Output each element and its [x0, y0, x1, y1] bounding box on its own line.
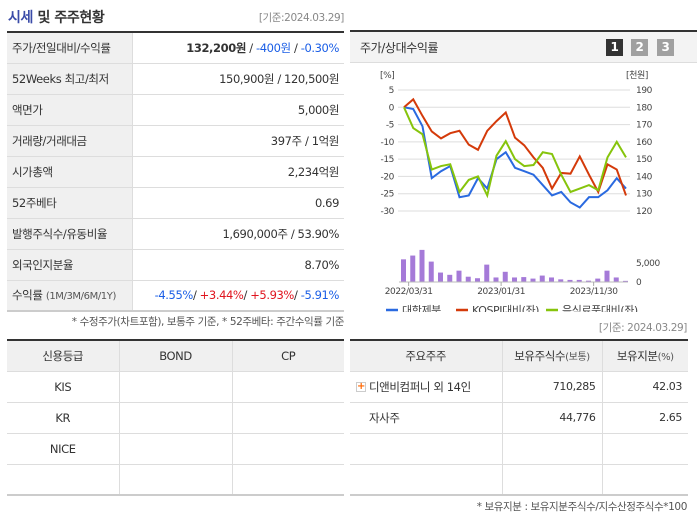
- table-row: [350, 433, 688, 465]
- chart-page-1-button[interactable]: 1: [606, 39, 623, 56]
- volume-bar: [465, 276, 471, 282]
- table-row: 수익률 (1M/3M/6M/1Y) -4.55%/ +3.44%/ +5.93%/…: [7, 280, 344, 312]
- volume-bar: [512, 277, 517, 282]
- chart-page-3-button[interactable]: 3: [657, 39, 674, 56]
- relative-return-chart: [%] [천원] 5 0 -5 -10 -15 -20 -25 -30 190 180 170 160 15…: [380, 70, 661, 312]
- volume-bar: [475, 278, 480, 282]
- major-shareholders-table: 주요주주 보유주식수(보통) 보유지분(%) + 디앤비컴퍼니 외 14인 710,28…: [350, 339, 688, 496]
- x-tick-label: 2023/11/30: [570, 287, 619, 297]
- right-tick-label: 160: [636, 138, 653, 148]
- table-row: 액면가 5,000원: [7, 94, 344, 126]
- table-row: 자사주 44,776 2.65: [350, 402, 688, 434]
- series-line: [403, 106, 627, 209]
- left-axis-unit: [%]: [380, 71, 394, 81]
- volume-bar: [438, 272, 443, 282]
- right-tick-label: 190: [636, 86, 653, 96]
- volume-bar: [604, 270, 610, 282]
- legend-label: 대한제분: [402, 304, 441, 312]
- volume-bar: [502, 271, 508, 282]
- right-tick-label: 150: [636, 155, 653, 165]
- left-tick-label: 5: [389, 86, 394, 96]
- legend-label: 음식료품대비(좌): [562, 304, 638, 312]
- left-tick-label: 0: [389, 103, 395, 113]
- volume-bar: [447, 274, 453, 282]
- right-tick-label: 120: [636, 207, 653, 217]
- table-row: [7, 464, 344, 496]
- chart-panel: 주가/상대수익률 1 2 3 [%] [천원] 5 0 -5 -10 -15 -20 -25 -3…: [350, 30, 697, 312]
- left-tick-label: -5: [386, 121, 394, 131]
- right-tick-label: 130: [636, 190, 653, 200]
- volume-bar: [549, 277, 554, 282]
- volume-bar: [595, 278, 601, 282]
- volume-tick-label: 5,000: [636, 259, 660, 269]
- left-tick-label: -30: [381, 207, 395, 217]
- volume-bar: [539, 275, 545, 282]
- table-header: 신용등급 BOND CP: [7, 340, 344, 372]
- volume-bar: [484, 264, 490, 282]
- x-tick-label: 2023/01/31: [477, 287, 525, 297]
- table-row: 주가/전일대비/수익률 132,200원 / -400원 / -0.30%: [7, 32, 344, 64]
- volume-tick-label: 0: [636, 278, 642, 288]
- left-tick-label: -25: [381, 190, 395, 200]
- base-date: [기준:2024.03.29]: [258, 12, 345, 24]
- series-line: [403, 106, 627, 199]
- volume-bar: [586, 280, 591, 282]
- volume-bar: [623, 280, 628, 282]
- table-row: 거래량/거래대금 397주 / 1억원: [7, 125, 344, 157]
- left-tick-label: -15: [381, 155, 395, 165]
- price-info-table: 주가/전일대비/수익률 132,200원 / -400원 / -0.30% 52W…: [7, 31, 344, 312]
- credit-rating-table: 신용등급 BOND CP KIS KR NICE: [7, 339, 344, 496]
- table-row: 외국인지분율 8.70%: [7, 249, 344, 281]
- x-tick-label: 2022/03/31: [385, 287, 433, 297]
- left-tick-label: -20: [381, 172, 395, 182]
- left-tick-label: -10: [381, 138, 395, 148]
- volume-bar: [521, 277, 527, 282]
- table-row: KIS: [7, 371, 344, 403]
- info-note: * 수정주가(차트포함), 보통주 기준, * 52주베타: 주간수익률 기준: [71, 316, 345, 328]
- table-row: 52주베타 0.69: [7, 187, 344, 219]
- right-tick-label: 180: [636, 103, 653, 113]
- chart-page-2-button[interactable]: 2: [631, 39, 648, 56]
- volume-bar: [456, 270, 462, 282]
- shareholder-name: 디앤비컴퍼니 외 14인: [369, 379, 471, 394]
- table-row: 발행주식수/유동비율 1,690,000주 / 53.90%: [7, 218, 344, 250]
- legend-label: KOSPI대비(좌): [472, 304, 539, 312]
- holders-note: * 보유지분 : 보유지분주식수/지수산정주식수*100: [476, 501, 688, 513]
- series-line: [403, 97, 627, 196]
- table-row: NICE: [7, 433, 344, 465]
- volume-bar: [576, 279, 582, 282]
- volume-bar: [428, 261, 434, 282]
- volume-bar: [530, 278, 536, 282]
- table-row: 시가총액 2,234억원: [7, 156, 344, 188]
- table-header: 주요주주 보유주식수(보통) 보유지분(%): [350, 340, 688, 372]
- volume-bar: [419, 249, 425, 282]
- right-axis-unit: [천원]: [626, 70, 648, 81]
- section-title: 시세 및 주주현황: [8, 10, 105, 26]
- expand-plus-icon[interactable]: +: [356, 381, 366, 392]
- volume-bar: [401, 259, 406, 282]
- volume-bar: [410, 255, 416, 282]
- right-tick-label: 170: [636, 121, 653, 131]
- holders-base-date: [기준: 2024.03.29]: [598, 322, 688, 334]
- table-row: KR: [7, 402, 344, 434]
- volume-bar: [493, 277, 499, 282]
- volume-bar: [558, 279, 564, 282]
- right-tick-label: 140: [636, 172, 653, 182]
- table-row: [350, 464, 688, 496]
- table-row: 52Weeks 최고/최저 150,900원 / 120,500원: [7, 63, 344, 95]
- table-row: + 디앤비컴퍼니 외 14인 710,285 42.03: [350, 371, 688, 403]
- volume-bar: [613, 277, 619, 282]
- volume-bar: [567, 279, 573, 282]
